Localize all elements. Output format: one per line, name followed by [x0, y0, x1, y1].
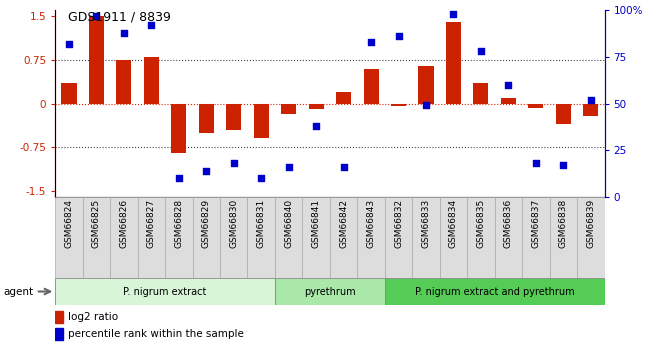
Bar — [495, 197, 522, 278]
Point — [366, 39, 376, 45]
Point — [586, 97, 596, 102]
Point — [530, 160, 541, 166]
Text: GSM66842: GSM66842 — [339, 199, 348, 248]
Text: GSM66826: GSM66826 — [120, 199, 129, 248]
Text: GSM66838: GSM66838 — [559, 199, 568, 248]
Point — [503, 82, 514, 88]
Bar — [336, 92, 351, 104]
Bar — [192, 197, 220, 278]
Bar — [138, 197, 165, 278]
Bar — [62, 83, 77, 104]
Bar — [55, 328, 64, 340]
Bar — [412, 197, 439, 278]
Point — [283, 164, 294, 170]
Text: GSM66843: GSM66843 — [367, 199, 376, 248]
Bar — [55, 197, 83, 278]
Text: GSM66829: GSM66829 — [202, 199, 211, 248]
Bar — [330, 197, 358, 278]
Bar — [309, 104, 324, 109]
Bar — [226, 104, 241, 130]
Bar — [385, 197, 412, 278]
Bar — [116, 60, 131, 104]
Text: GSM66835: GSM66835 — [476, 199, 486, 248]
Text: GSM66831: GSM66831 — [257, 199, 266, 248]
Text: P. nigrum extract: P. nigrum extract — [124, 287, 207, 296]
Point — [201, 168, 211, 173]
Text: GSM66832: GSM66832 — [394, 199, 403, 248]
Text: GSM66840: GSM66840 — [284, 199, 293, 248]
Text: GDS1911 / 8839: GDS1911 / 8839 — [68, 10, 171, 23]
Bar — [199, 104, 214, 132]
Point — [146, 22, 157, 28]
Bar — [144, 57, 159, 104]
Text: GSM66825: GSM66825 — [92, 199, 101, 248]
Bar — [281, 104, 296, 114]
Text: pyrethrum: pyrethrum — [304, 287, 356, 296]
Bar — [248, 197, 275, 278]
Bar — [391, 104, 406, 106]
Point — [174, 175, 184, 181]
Point — [558, 162, 569, 168]
Point — [256, 175, 266, 181]
Text: GSM66839: GSM66839 — [586, 199, 595, 248]
Point — [311, 123, 321, 129]
Text: GSM66836: GSM66836 — [504, 199, 513, 248]
Bar — [528, 104, 543, 108]
Bar — [556, 104, 571, 124]
Bar — [550, 197, 577, 278]
Bar — [254, 104, 268, 138]
Bar — [165, 197, 192, 278]
Bar — [446, 22, 461, 104]
Bar — [522, 197, 550, 278]
Point — [421, 102, 431, 108]
Bar — [111, 197, 138, 278]
Bar — [275, 197, 302, 278]
Text: P. nigrum extract and pyrethrum: P. nigrum extract and pyrethrum — [415, 287, 575, 296]
Point — [393, 34, 404, 39]
Text: GSM66830: GSM66830 — [229, 199, 239, 248]
Bar — [577, 197, 605, 278]
Text: agent: agent — [3, 287, 33, 296]
Bar — [467, 197, 495, 278]
Bar — [583, 104, 598, 116]
Text: log2 ratio: log2 ratio — [68, 312, 118, 322]
Text: GSM66841: GSM66841 — [311, 199, 320, 248]
Point — [476, 49, 486, 54]
Bar — [419, 66, 434, 104]
Bar — [473, 83, 488, 104]
Bar — [363, 69, 378, 104]
Bar — [275, 278, 385, 305]
Bar — [55, 278, 275, 305]
Point — [448, 11, 459, 17]
Text: GSM66827: GSM66827 — [147, 199, 156, 248]
Bar — [358, 197, 385, 278]
Bar — [501, 98, 516, 104]
Text: GSM66834: GSM66834 — [449, 199, 458, 248]
Bar — [55, 310, 64, 323]
Text: GSM66837: GSM66837 — [531, 199, 540, 248]
Point — [91, 13, 101, 19]
Bar — [89, 16, 104, 104]
Text: GSM66828: GSM66828 — [174, 199, 183, 248]
Bar — [385, 278, 604, 305]
Bar — [83, 197, 110, 278]
Bar — [220, 197, 248, 278]
Text: GSM66833: GSM66833 — [421, 199, 430, 248]
Bar — [302, 197, 330, 278]
Text: percentile rank within the sample: percentile rank within the sample — [68, 329, 244, 339]
Bar — [172, 104, 187, 153]
Point — [119, 30, 129, 36]
Point — [229, 160, 239, 166]
Bar — [439, 197, 467, 278]
Point — [64, 41, 74, 47]
Point — [339, 164, 349, 170]
Text: GSM66824: GSM66824 — [64, 199, 73, 248]
